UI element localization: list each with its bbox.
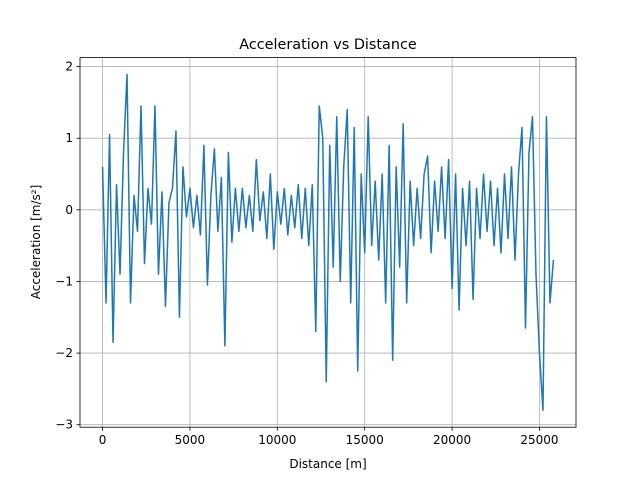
axes-frame (79, 57, 577, 428)
x-tick-label: 20000 (433, 433, 471, 447)
x-tick-label: 0 (99, 433, 107, 447)
x-tick-label: 25000 (520, 433, 558, 447)
y-tick-label: 0 (65, 203, 73, 217)
y-tick-label: −1 (55, 274, 73, 288)
x-tick-label: 15000 (346, 433, 384, 447)
x-tick-label: 10000 (258, 433, 296, 447)
x-axis-label: Distance [m] (289, 457, 366, 471)
y-axis-label: Acceleration [m/s²] (29, 185, 43, 300)
y-tick-label: 1 (65, 131, 73, 145)
y-tick-label: −3 (55, 418, 73, 432)
y-tick-label: 2 (65, 60, 73, 74)
data-line (101, 73, 555, 412)
chart-title: Acceleration vs Distance (239, 37, 417, 53)
x-tick-label: 5000 (175, 433, 206, 447)
y-tick-label: −2 (55, 346, 73, 360)
